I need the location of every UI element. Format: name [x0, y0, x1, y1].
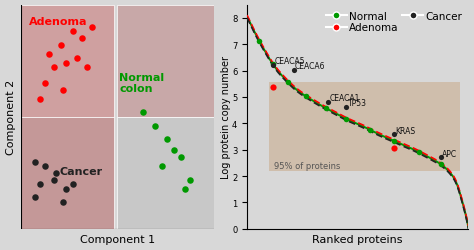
Text: TP53: TP53: [348, 99, 367, 108]
Point: [269, 86, 276, 89]
Point: [46, 53, 53, 57]
Point: [62, 62, 70, 66]
Bar: [118, 6, 214, 117]
Text: Cancer: Cancer: [60, 166, 103, 176]
Point: [36, 182, 44, 186]
Point: [50, 66, 58, 70]
Point: [41, 164, 48, 168]
Point: [88, 26, 95, 30]
Point: [60, 88, 67, 92]
Text: Normal
colon: Normal colon: [119, 72, 164, 94]
Point: [255, 40, 263, 44]
Text: KRAS: KRAS: [395, 126, 416, 135]
Point: [366, 128, 374, 132]
Point: [151, 124, 159, 128]
Point: [437, 162, 445, 166]
X-axis label: Component 1: Component 1: [80, 234, 155, 244]
Point: [170, 149, 177, 153]
Point: [36, 98, 44, 102]
Point: [53, 171, 60, 175]
Point: [78, 37, 86, 41]
Point: [415, 150, 422, 154]
Point: [57, 44, 65, 48]
Point: [391, 147, 398, 151]
X-axis label: Ranked proteins: Ranked proteins: [312, 234, 403, 244]
Point: [186, 178, 194, 182]
Point: [284, 80, 292, 84]
Bar: [269, 83, 460, 171]
Point: [73, 57, 81, 61]
Text: CEACA6: CEACA6: [295, 62, 325, 71]
Point: [60, 200, 67, 204]
Point: [163, 138, 171, 141]
Point: [31, 160, 39, 164]
Y-axis label: Log protein copy number: Log protein copy number: [220, 56, 230, 178]
Y-axis label: Component 2: Component 2: [6, 80, 16, 155]
Point: [177, 156, 184, 160]
Text: Adenoma: Adenoma: [29, 17, 87, 27]
Bar: [118, 117, 214, 229]
Point: [342, 117, 349, 121]
Legend: Normal, Adenoma, Cancer: Normal, Adenoma, Cancer: [325, 11, 463, 34]
Point: [62, 187, 70, 191]
Point: [322, 106, 329, 110]
Point: [391, 140, 398, 143]
Text: 95% of proteins: 95% of proteins: [273, 161, 340, 170]
Text: CEACA1: CEACA1: [330, 94, 360, 103]
Point: [41, 82, 48, 86]
Point: [50, 178, 58, 182]
Point: [437, 156, 445, 160]
Point: [69, 30, 77, 34]
Point: [139, 111, 147, 115]
Point: [158, 164, 166, 168]
Point: [269, 64, 276, 68]
Point: [302, 95, 310, 99]
Point: [391, 133, 398, 137]
Point: [182, 187, 189, 191]
Point: [324, 100, 332, 104]
Point: [290, 69, 297, 73]
Bar: [21, 117, 113, 229]
Bar: [21, 6, 113, 117]
Point: [31, 196, 39, 200]
Text: APC: APC: [442, 149, 457, 158]
Point: [83, 66, 91, 70]
Point: [342, 106, 349, 110]
Point: [69, 182, 77, 186]
Text: CEACA5: CEACA5: [275, 57, 305, 66]
Point: [269, 62, 276, 66]
